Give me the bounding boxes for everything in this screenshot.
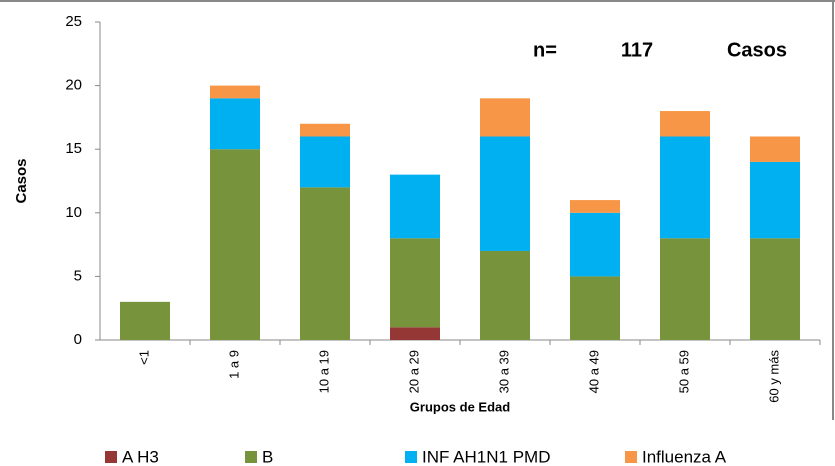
- bar-segment: [480, 98, 530, 137]
- legend-label: Influenza A: [642, 447, 727, 466]
- annotation: Casos: [727, 39, 787, 61]
- y-tick-label: 20: [65, 77, 82, 94]
- y-tick-label: 5: [74, 267, 82, 284]
- legend-label: B: [262, 447, 273, 466]
- bar-segment: [750, 238, 800, 340]
- bar-segment: [120, 301, 170, 340]
- x-tick-label: 30 a 39: [496, 350, 511, 393]
- bar-segment: [660, 136, 710, 239]
- y-axis-title: Casos: [13, 158, 30, 203]
- x-tick-label: 1 a 9: [226, 350, 241, 379]
- x-tick-label: 50 a 59: [676, 350, 691, 393]
- legend-swatch: [625, 451, 637, 463]
- bar-segment: [570, 212, 620, 277]
- bar-segment: [570, 276, 620, 340]
- bar-segment: [300, 136, 350, 188]
- bar-segment: [480, 136, 530, 251]
- bar-segment: [660, 238, 710, 340]
- legend-label: INF AH1N1 PMD: [422, 447, 550, 466]
- legend-swatch: [405, 451, 417, 463]
- bar-segment: [750, 161, 800, 239]
- bar-segment: [300, 187, 350, 340]
- bar-segment: [390, 238, 440, 328]
- bar-segment: [480, 250, 530, 340]
- x-tick-label: 20 a 29: [406, 350, 421, 393]
- x-tick-label: 60 y más: [766, 350, 781, 403]
- y-tick-label: 0: [74, 331, 82, 348]
- bar-segment: [750, 136, 800, 162]
- bar-segment: [210, 98, 260, 150]
- y-tick-label: 15: [65, 140, 82, 157]
- y-tick-label: 10: [65, 204, 82, 221]
- bar-segment: [210, 149, 260, 340]
- x-tick-label: 10 a 19: [316, 350, 331, 393]
- legend-swatch: [245, 451, 257, 463]
- x-axis-title: Grupos de Edad: [410, 399, 510, 414]
- bar-segment: [390, 174, 440, 239]
- x-tick-label: <1: [136, 350, 151, 365]
- bar-segment: [660, 111, 710, 137]
- bar-segment: [570, 200, 620, 213]
- annotation: n=: [533, 39, 557, 61]
- x-tick-label: 40 a 49: [586, 350, 601, 393]
- bar-segment: [210, 85, 260, 99]
- y-tick-label: 25: [65, 13, 82, 30]
- legend-swatch: [105, 451, 117, 463]
- bar-segment: [300, 123, 350, 137]
- legend-label: A H3: [122, 447, 159, 466]
- bar-segment: [390, 327, 440, 340]
- annotation: 117: [621, 39, 653, 61]
